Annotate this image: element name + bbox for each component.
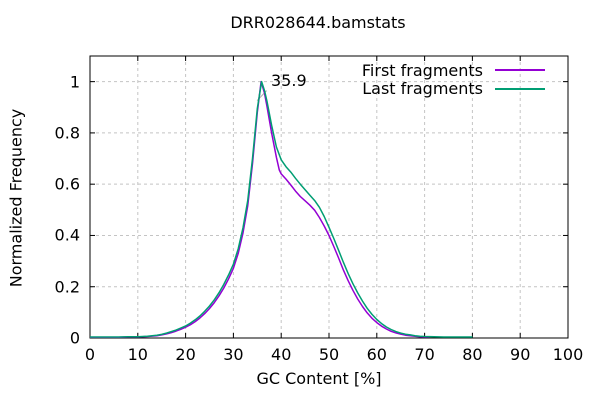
legend-line-sample bbox=[495, 69, 545, 72]
y-tick-label: 0 bbox=[69, 328, 80, 348]
legend-label: Last fragments bbox=[362, 79, 483, 99]
x-tick-label: 90 bbox=[510, 345, 531, 364]
x-tick-label: 70 bbox=[414, 345, 435, 364]
legend-label: First fragments bbox=[361, 60, 483, 80]
legend-row: Last fragments bbox=[362, 79, 545, 99]
legend-row: First fragments bbox=[362, 61, 545, 80]
legend-line-sample bbox=[495, 87, 545, 90]
x-tick-label: 10 bbox=[127, 345, 148, 364]
y-tick-label: 0.6 bbox=[54, 174, 80, 194]
x-tick-label: 40 bbox=[271, 345, 292, 364]
x-axis-label: GC Content [%] bbox=[256, 369, 382, 388]
x-tick-label: 60 bbox=[366, 345, 387, 364]
legend: First fragments Last fragments bbox=[362, 61, 545, 98]
x-tick-label: 80 bbox=[462, 345, 483, 364]
x-tick-label: 0 bbox=[84, 345, 96, 364]
series-line-0 bbox=[90, 80, 430, 338]
x-tick-label: 20 bbox=[175, 345, 196, 364]
series-line-1 bbox=[90, 80, 473, 338]
y-tick-label: 0.8 bbox=[54, 123, 80, 143]
peak-annotation: 35.9 bbox=[271, 71, 307, 90]
x-tick-label: 50 bbox=[318, 345, 340, 364]
x-tick-label: 30 bbox=[223, 345, 244, 364]
y-tick-label: 1 bbox=[69, 72, 80, 92]
chart-title: DRR028644.bamstats bbox=[230, 13, 406, 32]
y-tick-label: 0.2 bbox=[54, 277, 80, 297]
x-tick-label: 100 bbox=[552, 345, 584, 364]
y-tick-label: 0.4 bbox=[54, 225, 80, 245]
